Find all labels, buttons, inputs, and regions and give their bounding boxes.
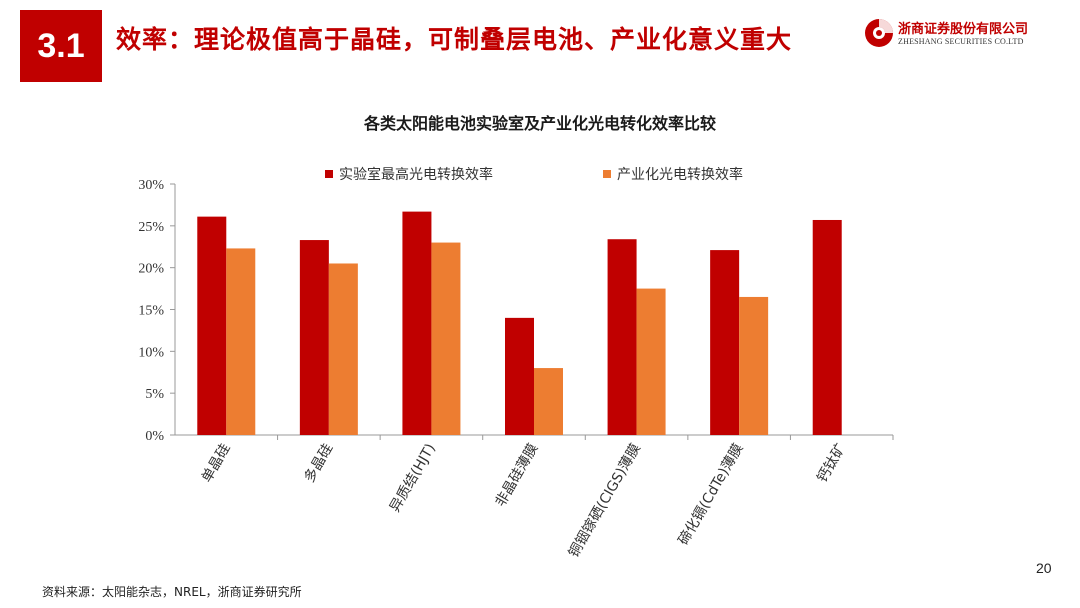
y-tick-label: 20%: [138, 262, 164, 277]
bar-lab-efficiency: [299, 240, 329, 435]
y-tick-label: 15%: [138, 304, 164, 319]
legend-swatch: [325, 170, 333, 178]
legend-label: 实验室最高光电转换效率: [339, 166, 493, 183]
bar-lab-efficiency: [197, 216, 227, 435]
source-note: 资料来源：太阳能杂志，NREL，浙商证券研究所: [42, 585, 302, 599]
company-name-en: ZHESHANG SECURITIES CO.LTD: [898, 37, 1024, 46]
page-number: 20: [1036, 560, 1052, 576]
bar-industrial-efficiency: [739, 296, 769, 435]
bar-lab-efficiency: [505, 317, 534, 435]
x-category-label: 钙钛矿: [814, 441, 849, 485]
y-tick-label: 30%: [138, 178, 164, 193]
chart-title: 各类太阳能电池实验室及产业化光电转化效率比较: [363, 114, 716, 133]
bar-industrial-efficiency: [226, 248, 256, 435]
company-name-cn: 浙商证券股份有限公司: [898, 22, 1029, 37]
bar-lab-efficiency: [812, 219, 842, 435]
legend-swatch: [603, 170, 611, 178]
legend-label: 产业化光电转换效率: [617, 166, 743, 183]
x-category-label: 异质结(HJT): [387, 441, 439, 515]
bar-lab-efficiency: [710, 250, 740, 435]
zheshang-logo-icon: [865, 19, 893, 47]
section-number-badge: 3.1: [20, 10, 102, 82]
page-title: 效率：理论极值高于晶硅，可制叠层电池、产业化意义重大: [116, 25, 793, 54]
bar-industrial-efficiency: [431, 242, 461, 435]
bar-industrial-efficiency: [636, 288, 666, 435]
x-category-label: 铜铟镓硒(CIGS)薄膜: [566, 441, 644, 560]
company-logo: 浙商证券股份有限公司 ZHESHANG SECURITIES CO.LTD: [864, 16, 1064, 52]
y-tick-label: 10%: [138, 345, 164, 360]
x-category-label: 多晶硅: [301, 441, 337, 486]
y-tick-label: 0%: [145, 429, 164, 444]
bar-lab-efficiency: [607, 239, 637, 435]
y-tick-label: 25%: [138, 220, 164, 235]
x-category-label: 单晶硅: [199, 441, 234, 485]
bar-industrial-efficiency: [328, 263, 358, 435]
x-category-label: 非晶硅薄膜: [493, 441, 542, 510]
bar-industrial-efficiency: [534, 368, 563, 435]
x-category-label: 碲化镉(CdTe)薄膜: [675, 441, 747, 549]
bar-lab-efficiency: [402, 211, 432, 435]
y-tick-label: 5%: [145, 387, 164, 402]
